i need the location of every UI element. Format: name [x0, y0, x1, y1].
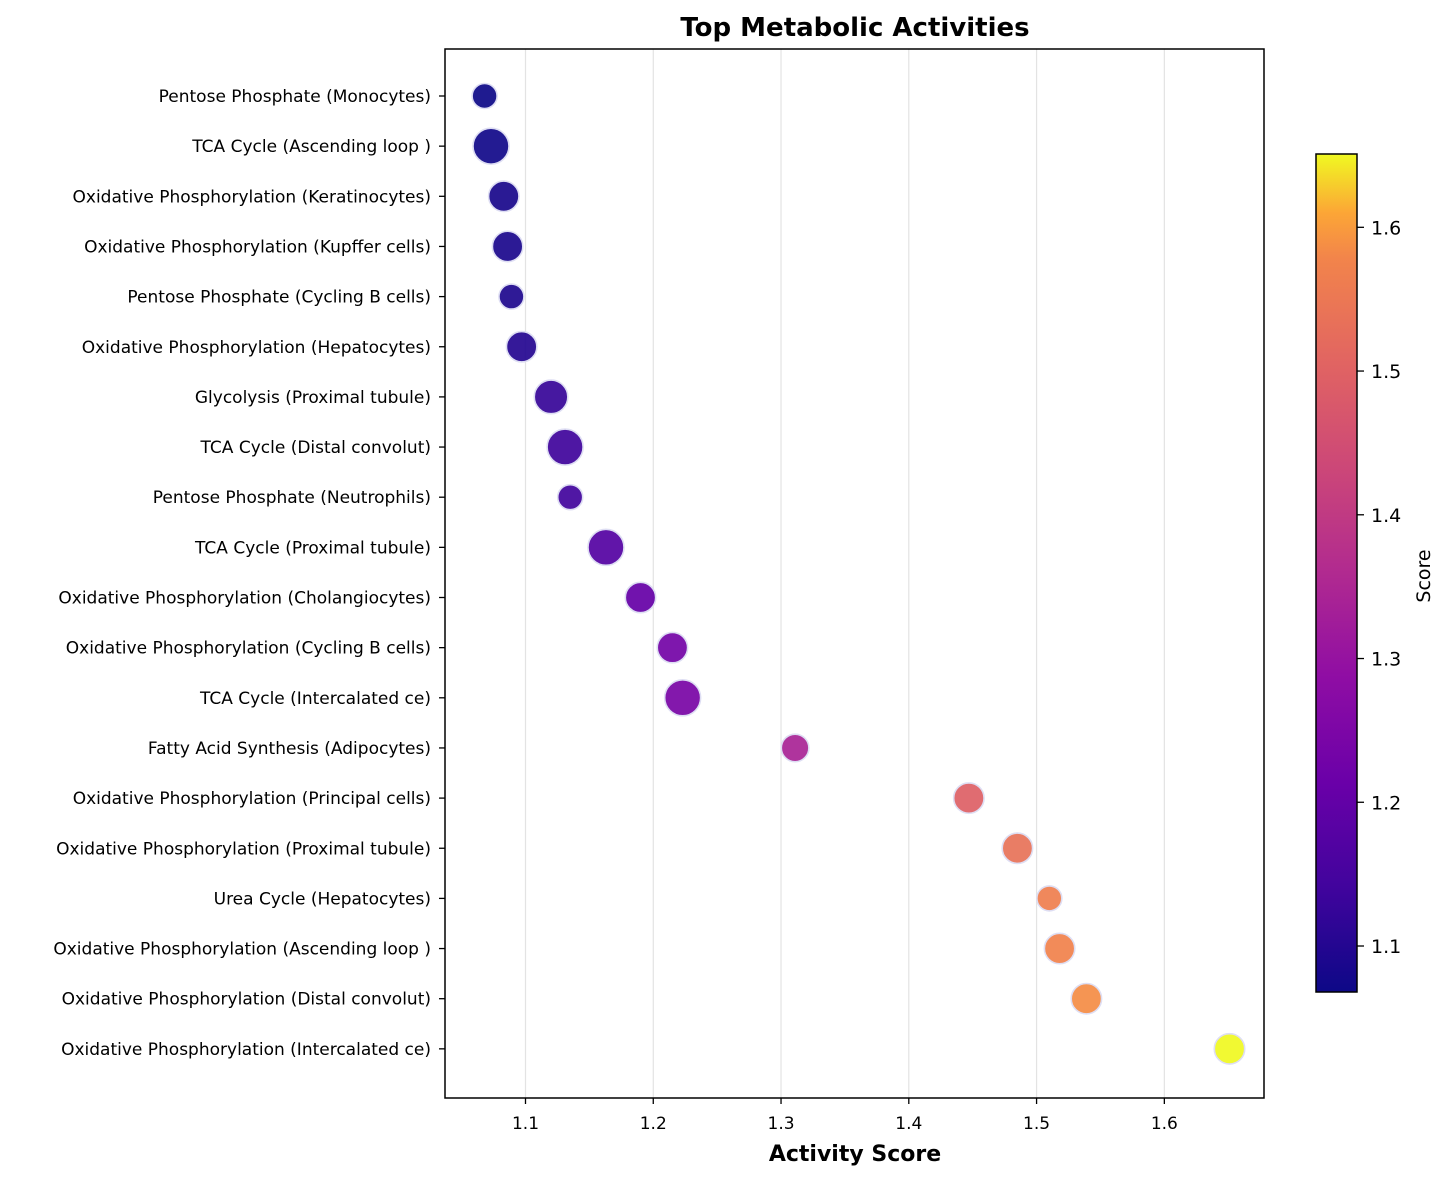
colorbar-tick-label: 1.5 [1371, 361, 1401, 383]
grid-lines [524, 49, 1165, 1098]
y-tick-label: Glycolysis (Proximal tubule) [195, 388, 431, 408]
y-tick-label: Pentose Phosphate (Neutrophils) [153, 488, 431, 508]
y-tick-label: Fatty Acid Synthesis (Adipocytes) [148, 739, 431, 759]
chart-title: Top Metabolic Activities [680, 13, 1029, 43]
x-axis-title: Activity Score [769, 1142, 941, 1167]
x-tick-label: 1.5 [1023, 1114, 1050, 1134]
y-tick-label: TCA Cycle (Distal convolut) [200, 438, 431, 458]
data-point [1001, 832, 1034, 865]
y-tick-label: Pentose Phosphate (Monocytes) [159, 87, 431, 107]
plot-frame [444, 48, 1265, 1099]
data-point [533, 379, 569, 415]
colorbar-tick-label: 1.1 [1371, 936, 1401, 958]
data-point [1213, 1032, 1246, 1065]
y-tick-label: Oxidative Phosphorylation (Cholangiocyte… [58, 589, 431, 609]
y-tick-label: Oxidative Phosphorylation (Distal convol… [62, 990, 431, 1010]
x-tick-label: 1.3 [768, 1114, 795, 1134]
y-tick-label: Oxidative Phosphorylation (Kupffer cells… [84, 237, 431, 257]
data-point [656, 631, 689, 664]
x-axis-ticks: 1.1 1.2 1.3 1.4 1.5 1.6 [512, 1098, 1178, 1134]
data-point [780, 733, 810, 763]
colorbar-title: Score [1413, 549, 1435, 602]
y-tick-label: TCA Cycle (Intercalated ce) [199, 689, 431, 709]
colorbar-ticks: 1.1 1.2 1.3 1.4 1.5 1.6 [1357, 217, 1401, 958]
data-point [1070, 982, 1103, 1015]
data-point [487, 180, 520, 213]
colorbar-frame [1315, 153, 1358, 993]
y-tick-label: Urea Cycle (Hepatocytes) [214, 889, 431, 909]
y-tick-label: Oxidative Phosphorylation (Intercalated … [61, 1040, 431, 1060]
data-point [1036, 885, 1063, 912]
data-point [1043, 932, 1076, 965]
data-point [505, 330, 538, 363]
data-point [472, 127, 510, 165]
y-tick-label: Oxidative Phosphorylation (Hepatocytes) [82, 338, 431, 358]
x-tick-label: 1.6 [1151, 1114, 1178, 1134]
y-tick-labels: Pentose Phosphate (Monocytes) TCA Cycle (… [53, 87, 445, 1060]
colorbar-tick-label: 1.4 [1371, 505, 1401, 527]
y-tick-label: TCA Cycle (Ascending loop ) [191, 137, 431, 157]
y-tick-label: Oxidative Phosphorylation (Keratinocytes… [73, 187, 431, 207]
colorbar-tick-label: 1.6 [1371, 217, 1401, 239]
y-tick-label: Oxidative Phosphorylation (Cycling B cel… [66, 639, 431, 659]
colorbar: 1.1 1.2 1.3 1.4 1.5 1.6 Score [1315, 153, 1435, 993]
y-tick-label: Oxidative Phosphorylation (Principal cel… [73, 789, 431, 809]
data-point [624, 581, 657, 614]
data-point [546, 428, 584, 466]
colorbar-tick-label: 1.2 [1371, 792, 1401, 814]
data-point [498, 283, 525, 310]
data-point [663, 678, 702, 717]
data-point [471, 82, 498, 110]
x-tick-label: 1.1 [512, 1114, 539, 1134]
y-tick-label: Oxidative Phosphorylation (Proximal tubu… [56, 839, 431, 859]
x-tick-label: 1.4 [895, 1114, 922, 1134]
y-tick-label: Oxidative Phosphorylation (Ascending loo… [53, 940, 431, 960]
colorbar-tick-label: 1.3 [1371, 649, 1401, 671]
data-point [491, 230, 524, 263]
data-point [587, 528, 625, 567]
data-points [471, 82, 1246, 1065]
y-tick-label: Pentose Phosphate (Cycling B cells) [127, 288, 431, 308]
colorbar-gradient [1316, 154, 1357, 992]
data-point [556, 483, 584, 511]
x-tick-label: 1.2 [640, 1114, 667, 1134]
data-point [952, 782, 985, 815]
y-tick-label: TCA Cycle (Proximal tubule) [194, 538, 431, 558]
